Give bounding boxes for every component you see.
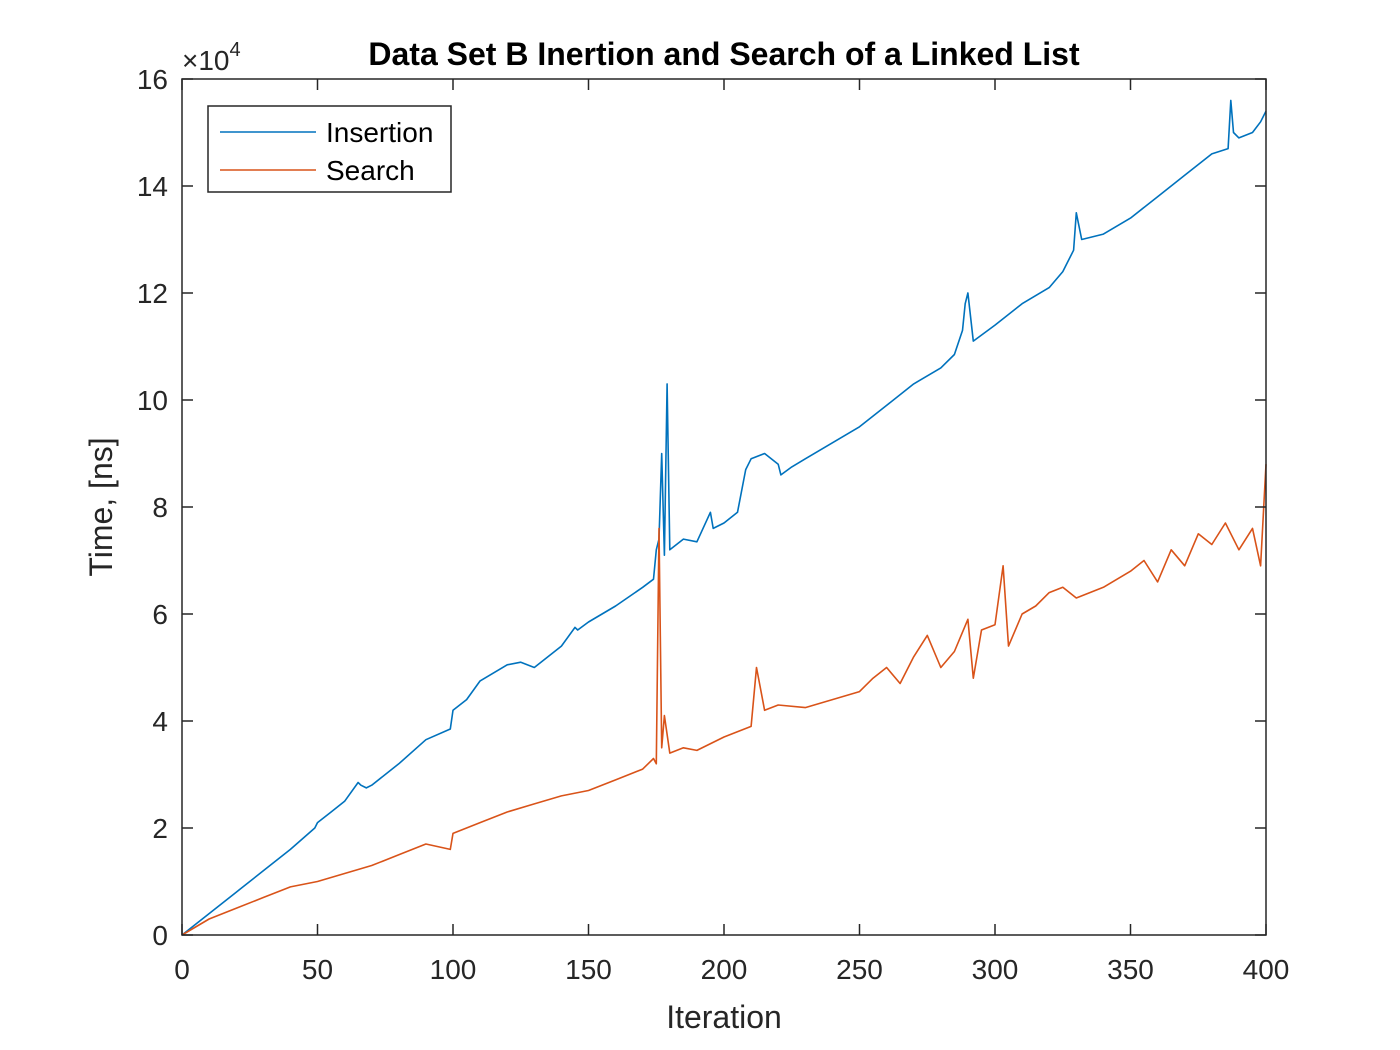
y-tick-label: 16: [137, 64, 168, 95]
x-tick-label: 400: [1243, 954, 1290, 985]
x-tick-label: 0: [174, 954, 190, 985]
y-tick-label: 12: [137, 278, 168, 309]
y-tick-label: 14: [137, 171, 168, 202]
x-tick-label: 50: [302, 954, 333, 985]
y-axis-label: Time, [ns]: [83, 437, 119, 576]
y-tick-label: 4: [152, 706, 168, 737]
plot-area: [182, 79, 1266, 935]
y-tick-label: 0: [152, 920, 168, 951]
legend-box: [207, 105, 452, 193]
legend-label-search: Search: [326, 155, 415, 186]
chart-title: Data Set B Inertion and Search of a Link…: [368, 36, 1080, 72]
axis-ticks: 0 50 100 150 200 250 300 350 400 0 2 4 6 8 10 12 14 16: [137, 64, 1290, 985]
series-lines: [181, 99, 1267, 936]
legend-label-insertion: Insertion: [326, 117, 433, 148]
legend: Insertion Search: [207, 105, 452, 193]
series-line-search: [181, 464, 1267, 936]
y-tick-label: 6: [152, 599, 168, 630]
y-exponent-label: ×104: [182, 39, 241, 76]
y-tick-label: 2: [152, 813, 168, 844]
x-tick-label: 200: [701, 954, 748, 985]
x-axis-label: Iteration: [666, 999, 782, 1035]
x-tick-label: 350: [1107, 954, 1154, 985]
series-line-insertion: [181, 99, 1267, 936]
x-tick-label: 100: [430, 954, 477, 985]
y-tick-label: 8: [152, 492, 168, 523]
x-tick-label: 250: [836, 954, 883, 985]
x-tick-label: 150: [565, 954, 612, 985]
x-tick-label: 300: [972, 954, 1019, 985]
y-tick-label: 10: [137, 385, 168, 416]
